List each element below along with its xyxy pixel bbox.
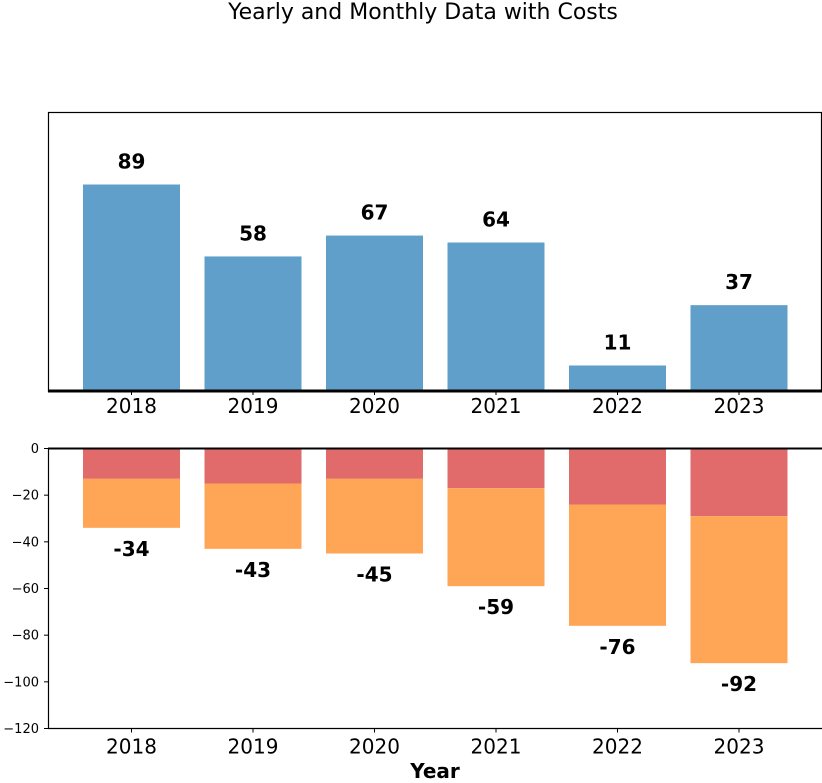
bottom-ytick-label--100: −100 — [3, 675, 39, 690]
bottom-bar-2022-segment-2 — [569, 504, 666, 626]
bottom-bar-total-label-2021: -59 — [478, 595, 514, 619]
bottom-bar-total-label-2020: -45 — [356, 563, 392, 587]
top-xtick-label-2020: 2020 — [349, 394, 400, 418]
bottom-ytick-label--120: −120 — [3, 722, 39, 737]
top-bar-value-label-2019: 58 — [239, 221, 267, 245]
top-xtick-label-2018: 2018 — [106, 394, 157, 418]
bottom-ytick-label--60: −60 — [12, 582, 39, 597]
top-bars-group: 89 58 67 64 11 37 — [83, 150, 788, 391]
bottom-xtick-label-2023: 2023 — [714, 735, 765, 759]
top-xtick-label-2022: 2022 — [592, 394, 643, 418]
bottom-ytick-label--40: −40 — [12, 535, 39, 550]
bottom-bar-2018-segment-1 — [83, 448, 180, 479]
top-bar-2023 — [690, 305, 788, 391]
bottom-bar-total-label-2023: -92 — [721, 672, 757, 696]
bottom-ytick-label-0: 0 — [31, 442, 39, 457]
top-xtick-group: 2018 2019 2020 2021 2022 2023 — [106, 391, 764, 418]
bottom-ytick-label--20: −20 — [12, 489, 39, 504]
top-xtick-label-2023: 2023 — [714, 394, 765, 418]
top-bar-value-label-2021: 64 — [482, 208, 510, 232]
top-bar-2020 — [326, 235, 423, 391]
top-bar-2022 — [569, 365, 666, 391]
bottom-bar-2022-segment-1 — [569, 448, 666, 505]
bottom-bar-2018-segment-2 — [83, 478, 180, 528]
bottom-bar-2020-segment-2 — [326, 478, 423, 554]
bottom-bar-2023-segment-1 — [690, 448, 788, 517]
chart-title: Yearly and Monthly Data with Costs — [227, 0, 618, 25]
top-xtick-label-2021: 2021 — [471, 394, 522, 418]
bottom-bar-2020-segment-1 — [326, 448, 423, 479]
bottom-bars-group: -34 -43 -45 -59 -76 -92 — [83, 448, 788, 696]
bottom-xtick-group: 2018 2019 2020 2021 2022 2023 — [106, 728, 765, 759]
bottom-xtick-label-2020: 2020 — [349, 735, 400, 759]
bottom-bar-total-label-2022: -76 — [599, 635, 635, 659]
top-bar-value-label-2018: 89 — [118, 150, 146, 174]
bottom-xtick-label-2018: 2018 — [106, 735, 157, 759]
bottom-xtick-label-2022: 2022 — [592, 735, 643, 759]
bottom-bar-2023-segment-2 — [690, 516, 788, 664]
top-bar-value-label-2023: 37 — [725, 270, 753, 294]
top-bar-2018 — [83, 184, 180, 391]
top-bar-2021 — [447, 242, 545, 391]
top-xtick-label-2019: 2019 — [228, 394, 279, 418]
bottom-ytick-group: 0 −20 −40 −60 −80 −100 −120 — [3, 442, 48, 737]
bottom-bar-total-label-2019: -43 — [235, 558, 271, 582]
bottom-xtick-label-2021: 2021 — [471, 735, 522, 759]
bottom-bar-2019-segment-1 — [204, 448, 302, 484]
x-axis-title: Year — [409, 759, 460, 783]
bottom-bar-2021-segment-2 — [447, 488, 545, 587]
bottom-bar-total-label-2018: -34 — [113, 537, 149, 561]
bottom-bar-2021-segment-1 — [447, 448, 545, 489]
bottom-ytick-label--80: −80 — [12, 629, 39, 644]
top-bar-2019 — [204, 256, 302, 391]
bottom-bar-2019-segment-2 — [204, 483, 302, 549]
top-bar-value-label-2022: 11 — [604, 330, 632, 354]
bottom-xtick-label-2019: 2019 — [228, 735, 279, 759]
top-bar-value-label-2020: 67 — [361, 201, 389, 225]
